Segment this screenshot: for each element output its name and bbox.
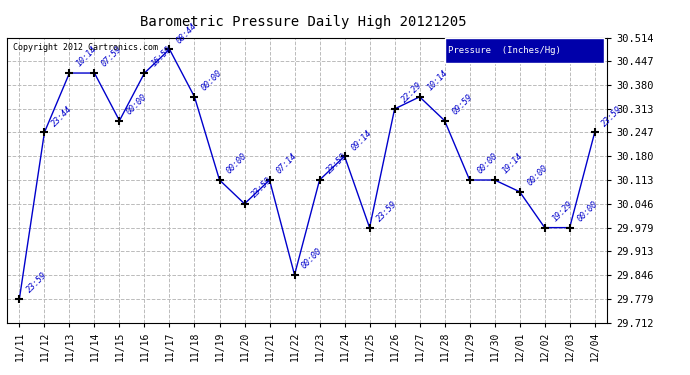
Text: 23:59: 23:59 (250, 176, 274, 200)
Text: 19:14: 19:14 (500, 152, 524, 176)
Text: 00:00: 00:00 (225, 152, 249, 176)
Text: 22:29: 22:29 (400, 81, 424, 105)
Text: 23:59: 23:59 (600, 104, 624, 128)
Text: 00:00: 00:00 (575, 200, 600, 223)
Text: 10:14: 10:14 (425, 69, 449, 93)
Text: 23:59: 23:59 (25, 270, 49, 294)
Text: 23:59: 23:59 (375, 200, 400, 223)
Text: 00:00: 00:00 (525, 164, 549, 188)
Text: 00:00: 00:00 (300, 247, 324, 271)
Text: 19:29: 19:29 (550, 200, 574, 223)
Text: 16:59: 16:59 (150, 45, 174, 69)
Text: 07:14: 07:14 (275, 152, 299, 176)
Text: 07:59: 07:59 (100, 45, 124, 69)
Text: 09:14: 09:14 (350, 128, 374, 152)
Text: 00:00: 00:00 (475, 152, 500, 176)
Text: 08:44: 08:44 (175, 21, 199, 45)
Text: 23:44: 23:44 (50, 104, 74, 128)
Text: Copyright 2012 Cartronics.com: Copyright 2012 Cartronics.com (13, 43, 158, 52)
Text: Pressure  (Inches/Hg): Pressure (Inches/Hg) (448, 46, 561, 55)
Text: 09:59: 09:59 (450, 93, 474, 117)
Text: Barometric Pressure Daily High 20121205: Barometric Pressure Daily High 20121205 (140, 15, 467, 29)
Text: 00:00: 00:00 (200, 69, 224, 93)
Text: 10:14: 10:14 (75, 45, 99, 69)
Text: 00:00: 00:00 (125, 93, 149, 117)
Text: 23:59: 23:59 (325, 152, 349, 176)
FancyBboxPatch shape (445, 38, 604, 63)
